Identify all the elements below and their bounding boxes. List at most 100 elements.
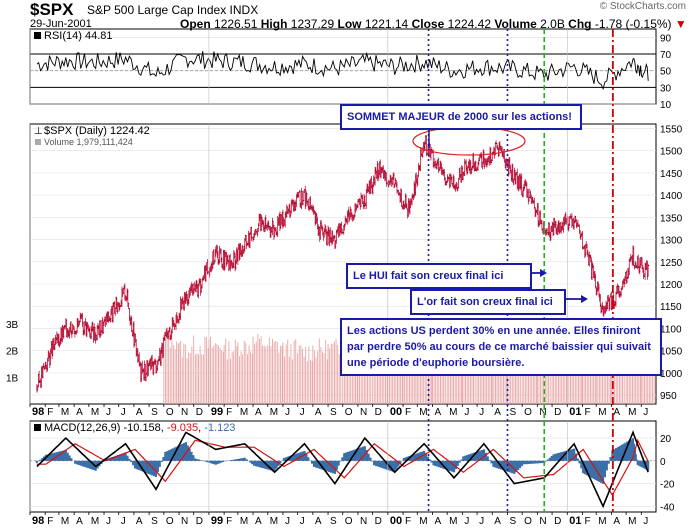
x-tick-label: J (285, 407, 290, 418)
x-tick-label: O (166, 407, 174, 418)
gold-arrow-head (581, 295, 588, 303)
x-tick-label: 98 (32, 515, 44, 527)
macd-line (36, 430, 649, 509)
chg-value: -1.78 (-0.15%) (594, 17, 672, 31)
volume-value: 2.0B (540, 17, 565, 31)
price-tick-label: 1450 (660, 169, 683, 180)
rsi-tick-label: 50 (660, 67, 672, 78)
x-tick-label: D (375, 516, 382, 527)
ticker-symbol: $SPX (30, 0, 74, 19)
x-tick-label: M (91, 516, 99, 527)
x-tick-label: A (494, 407, 501, 418)
x-tick-label: M (628, 516, 636, 527)
low-label: Low (337, 17, 362, 31)
volume-tick-label: 3B (6, 320, 19, 331)
x-tick-label: 99 (211, 515, 223, 527)
x-tick-label: M (61, 516, 69, 527)
macd-tick-label: -40 (660, 502, 675, 513)
price-tick-label: 1100 (660, 324, 682, 335)
x-tick-label: F (47, 516, 53, 527)
x-tick-label: D (196, 516, 203, 527)
x-tick-label: J (106, 407, 111, 418)
x-tick-label: S (330, 407, 337, 418)
x-tick-label: M (240, 407, 248, 418)
macd-tick-label: 0 (660, 457, 666, 468)
x-tick-label: M (449, 516, 457, 527)
x-tick-label: J (479, 516, 484, 527)
x-tick-label: F (226, 516, 232, 527)
price-tick-label: 1550 (660, 124, 683, 135)
stockcharts-credit: © StockCharts.com (599, 1, 686, 12)
rsi-frame (29, 28, 657, 105)
x-tick-label: D (375, 407, 382, 418)
x-tick-label: J (121, 407, 126, 418)
x-tick-label: O (345, 407, 353, 418)
volume-tick-label: 2B (6, 347, 19, 358)
volume-legend: Volume 1,979,111,424 (44, 137, 133, 147)
price-tick-label: 1050 (660, 347, 683, 358)
macd-panel: -40 -20 0 20 MACD(12,26,9) -10.158, -9.035, … (29, 420, 675, 513)
open-label: Open (180, 17, 211, 31)
low-value: 1221.14 (364, 17, 409, 31)
rsi-tick-label: 70 (660, 50, 672, 61)
chg-label: Chg (568, 17, 592, 31)
x-tick-label: J (300, 516, 305, 527)
x-tick-label: A (315, 516, 322, 527)
x-tick-label: A (76, 407, 83, 418)
index-name: S&P 500 Large Cap Index INDX (87, 3, 259, 17)
x-tick-label: M (598, 407, 606, 418)
x-tick-label: N (539, 516, 546, 527)
x-tick-label: 00 (390, 406, 402, 418)
x-tick-label: J (285, 516, 290, 527)
x-tick-label: F (405, 407, 411, 418)
x-tick-label: A (136, 407, 143, 418)
price-tick-label: 1250 (660, 258, 683, 269)
price-tick-label: 1400 (660, 191, 683, 202)
x-tick-label: 98 (32, 406, 44, 418)
x-tick-label: M (419, 516, 427, 527)
macd-tick-label: -20 (660, 480, 675, 491)
x-tick-label: O (524, 407, 532, 418)
x-tick-label: 99 (211, 406, 223, 418)
x-tick-label: J (643, 516, 648, 527)
x-tick-label: A (76, 516, 83, 527)
x-tick-label: J (479, 407, 484, 418)
x-tick-label: D (554, 407, 561, 418)
close-label: Close (411, 17, 445, 31)
macd-signal-line (36, 438, 649, 497)
x-tick-label: M (91, 407, 99, 418)
x-tick-label: J (464, 516, 469, 527)
x-tick-label: S (151, 407, 158, 418)
close-value: 1224.42 (447, 17, 491, 31)
volume-tick-label: 1B (6, 373, 19, 384)
annotation-top: SOMMET MAJEUR de 2000 sur les actions! (340, 104, 582, 130)
macd-tick-label: 20 (660, 434, 672, 445)
annotation-hui: Le HUI fait son creux final ici (346, 263, 532, 289)
x-tick-label: M (240, 516, 248, 527)
price-legend: $SPX (Daily) 1224.42 (44, 125, 150, 137)
x-tick-label: 01 (569, 406, 581, 418)
x-tick-label: A (434, 516, 441, 527)
annotation-gold: L'or fait son creux final ici (410, 289, 566, 315)
x-tick-label: 01 (569, 515, 581, 527)
price-legend-icon: ⊥ (34, 126, 43, 137)
x-tick-label: D (196, 407, 203, 418)
open-value: 1226.51 (214, 17, 258, 31)
rsi-panel: 10 30 50 70 90 RSI(14) 44.81 (29, 28, 672, 111)
x-tick-label: F (584, 407, 590, 418)
x-tick-label: J (106, 516, 111, 527)
x-tick-label: M (598, 516, 606, 527)
x-tick-label: M (628, 407, 636, 418)
price-tick-label: 1350 (660, 213, 683, 224)
x-tick-label: A (136, 516, 143, 527)
price-tick-label: 1500 (660, 147, 683, 158)
rsi-line (36, 51, 649, 91)
price-tick-label: 1000 (660, 369, 683, 380)
rsi-tick-label: 10 (660, 100, 672, 111)
x-tick-label: M (270, 516, 278, 527)
x-tick-label: J (121, 516, 126, 527)
x-axis: 9898FFMMAAMMJJJJAASSOONNDD9999FFMMAAMMJJ… (29, 29, 648, 527)
x-tick-label: N (181, 407, 188, 418)
volume-label: Volume (494, 17, 537, 31)
x-tick-label: A (494, 516, 501, 527)
